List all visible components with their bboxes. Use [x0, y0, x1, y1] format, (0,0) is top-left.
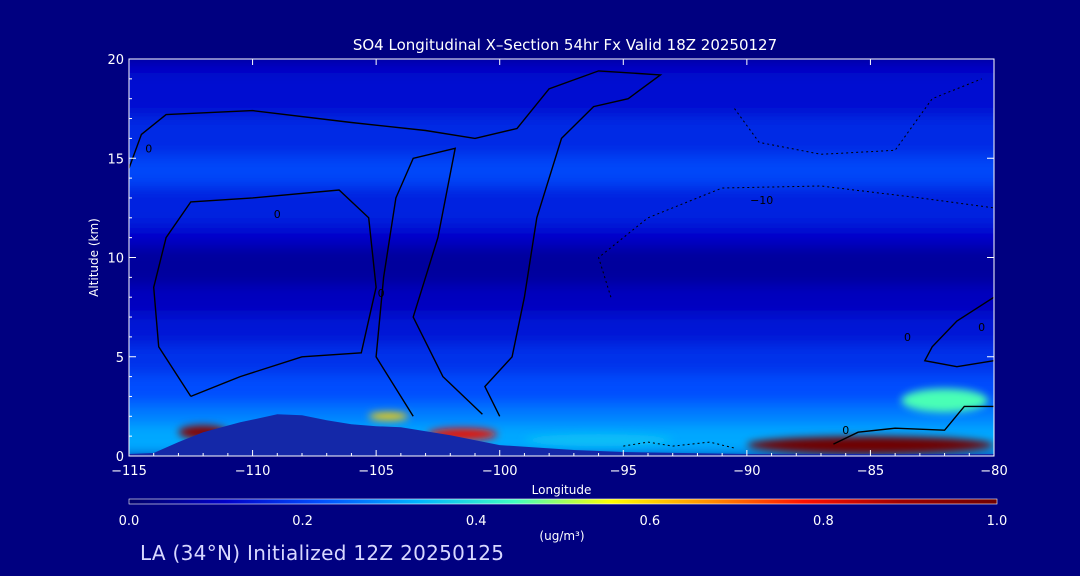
concentration-band	[129, 186, 994, 230]
concentration-plume	[746, 436, 994, 455]
y-tick-label: 20	[107, 53, 124, 68]
contour-label: 0	[145, 142, 152, 155]
concentration-band	[129, 404, 994, 429]
concentration-band	[129, 156, 994, 191]
colorbar-tick-label: 0.6	[639, 514, 660, 529]
footer-caption: LA (34°N) Initialized 12Z 20250125	[140, 541, 505, 565]
contour-label: 0	[904, 331, 911, 344]
terrain	[129, 414, 994, 456]
y-tick-label: 15	[107, 152, 124, 167]
x-tick-label: −80	[980, 464, 1007, 479]
contour-line	[734, 78, 982, 155]
concentration-band	[129, 285, 994, 320]
contour-line	[152, 189, 377, 398]
x-tick-label: −90	[733, 464, 760, 479]
y-tick-label: 10	[107, 252, 124, 267]
x-tick-label: −105	[358, 464, 394, 479]
contour-label: −10	[750, 194, 773, 207]
contour-layer: 0 0 0 0 0 −10 0	[129, 70, 994, 449]
concentration-plume	[524, 434, 673, 447]
concentration-band	[129, 72, 994, 121]
plot-area: 0 0 0 0 0 −10 0	[129, 59, 994, 456]
colorbar	[128, 498, 998, 505]
contour-line	[598, 185, 994, 298]
contour-line	[923, 296, 994, 368]
concentration-band	[129, 225, 994, 250]
chart-title: SO4 Longitudinal X–Section 54hr Fx Valid…	[353, 36, 777, 54]
colorbar-tick-label: 0.2	[292, 514, 313, 529]
concentration-plume	[368, 412, 409, 421]
colorbar-tick-label: 0.0	[119, 514, 140, 529]
contour-line	[833, 405, 994, 445]
y-axis-label: Altitude (km)	[87, 218, 101, 297]
concentration-band	[129, 374, 994, 409]
x-tick-label: −115	[111, 464, 147, 479]
contour-label: 0	[842, 424, 849, 437]
x-tick-label: −95	[610, 464, 637, 479]
concentration-band	[129, 245, 994, 290]
y-tick-label: 0	[116, 450, 124, 465]
contour-label: 0	[274, 208, 281, 221]
x-tick-label: −100	[482, 464, 518, 479]
contour-line	[623, 441, 735, 449]
concentration-band	[129, 344, 994, 379]
colorbar-tick-label: 1.0	[987, 514, 1008, 529]
plume-layer	[178, 388, 994, 455]
x-tick-label: −110	[235, 464, 271, 479]
concentration-band	[129, 59, 994, 77]
y-tick-label: 5	[116, 351, 124, 366]
x-axis-label: Longitude	[532, 483, 592, 497]
concentration-field	[129, 59, 994, 456]
concentration-band	[129, 315, 994, 349]
colorbar-units: (ug/m³)	[539, 529, 584, 543]
colorbar-tick-label: 0.4	[466, 514, 487, 529]
concentration-plume	[901, 388, 988, 413]
contour-label: 0	[378, 287, 385, 300]
colorbar-tick-label: 0.8	[813, 514, 834, 529]
contour-line	[375, 147, 483, 417]
x-tick-label: −85	[857, 464, 884, 479]
contour-label: 0	[978, 321, 985, 334]
contour-line	[129, 70, 663, 417]
